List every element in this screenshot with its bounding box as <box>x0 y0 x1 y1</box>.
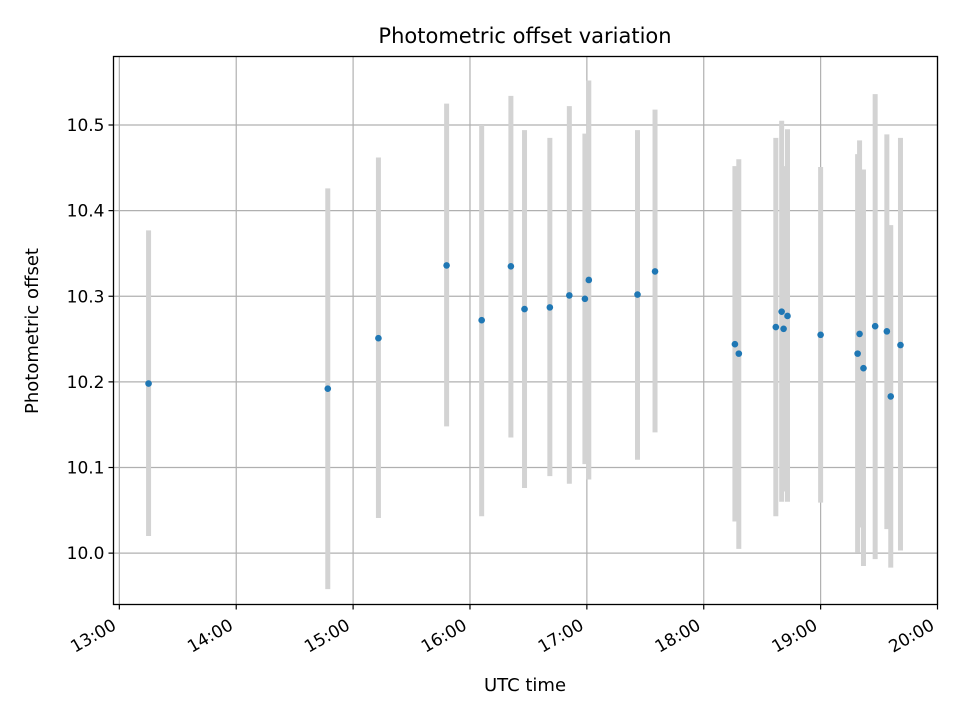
data-point <box>443 262 450 269</box>
chart-title: Photometric offset variation <box>378 24 671 48</box>
data-point <box>883 328 891 335</box>
data-point <box>735 350 743 357</box>
x-tick-label: 20:00 <box>886 616 938 658</box>
data-point <box>145 380 152 387</box>
data-point <box>897 341 904 349</box>
data-point <box>478 316 485 324</box>
data-point <box>634 291 641 298</box>
x-tick-label: 17:00 <box>535 616 587 658</box>
data-point <box>772 323 780 331</box>
y-tick-label: 10.5 <box>67 116 105 136</box>
x-axis-label: UTC time <box>484 675 566 696</box>
y-tick-label: 10.3 <box>67 287 105 307</box>
data-point <box>566 292 573 299</box>
x-tick-label: 14:00 <box>184 616 236 658</box>
data-point <box>731 340 739 348</box>
errorbar-layer <box>146 80 903 590</box>
x-tick-label: 18:00 <box>652 616 704 658</box>
data-point <box>507 262 515 270</box>
data-point <box>817 331 824 339</box>
x-tick-label: 16:00 <box>418 616 470 658</box>
x-tick-label: 19:00 <box>769 616 821 658</box>
y-axis-label: Photometric offset <box>22 248 43 414</box>
data-point <box>651 268 659 275</box>
data-point <box>887 393 895 400</box>
data-point <box>856 330 863 338</box>
y-axis-ticks: 10.0 10.1 10.2 10.3 10.4 10.5 <box>67 116 114 564</box>
y-tick-label: 10.1 <box>67 459 105 479</box>
data-point <box>871 322 879 330</box>
plot-frame <box>112 55 939 606</box>
data-point <box>784 312 791 320</box>
x-tick-label: 13:00 <box>67 616 119 658</box>
y-tick-label: 10.4 <box>67 202 105 222</box>
data-point <box>546 304 554 311</box>
x-axis-ticks: 13:00 14:00 15:00 16:00 17:00 18:00 19:00 20:00 <box>67 604 939 658</box>
data-point <box>521 305 528 313</box>
data-point <box>581 295 589 303</box>
data-point <box>860 364 867 372</box>
y-tick-label: 10.2 <box>67 373 105 393</box>
data-point <box>854 350 861 357</box>
x-tick-label: 15:00 <box>301 616 353 658</box>
y-tick-label: 10.0 <box>67 544 105 564</box>
data-point <box>780 325 787 333</box>
data-point <box>324 385 332 393</box>
data-point <box>585 276 593 284</box>
point-layer <box>145 262 904 400</box>
data-point <box>778 308 785 315</box>
data-point <box>375 334 382 342</box>
